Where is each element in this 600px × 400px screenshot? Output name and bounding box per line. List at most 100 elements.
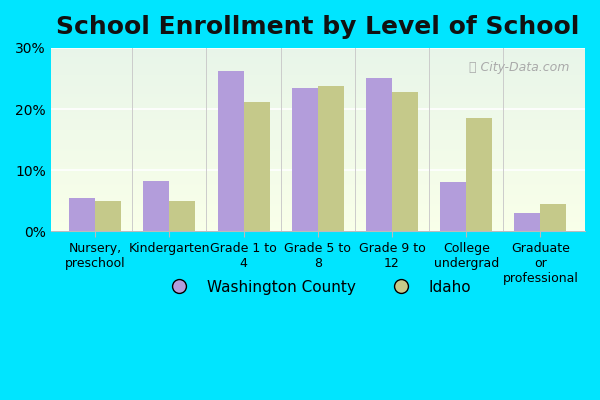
Bar — [50, 116, 585, 118]
Bar — [50, 48, 585, 50]
Bar — [292, 88, 318, 231]
Bar — [50, 72, 585, 74]
Bar — [50, 108, 585, 110]
Bar — [50, 217, 585, 218]
Bar — [50, 211, 585, 213]
Bar — [50, 62, 585, 64]
Bar — [50, 149, 585, 150]
Bar — [50, 230, 585, 231]
Bar — [50, 154, 585, 156]
Bar — [50, 88, 585, 90]
Bar — [541, 204, 566, 231]
Bar — [50, 215, 585, 217]
Bar — [50, 186, 585, 187]
Bar — [50, 202, 585, 204]
Bar — [95, 201, 121, 231]
Bar — [50, 90, 585, 92]
Bar — [50, 118, 585, 120]
Bar — [50, 132, 585, 134]
Bar — [50, 206, 585, 208]
Bar — [50, 191, 585, 193]
Bar — [50, 75, 585, 77]
Bar — [50, 55, 585, 57]
Bar — [50, 218, 585, 220]
Bar — [50, 134, 585, 136]
Bar — [50, 145, 585, 147]
Bar — [50, 105, 585, 106]
Bar — [50, 64, 585, 66]
Bar — [50, 200, 585, 202]
Bar — [50, 198, 585, 200]
Bar — [50, 68, 585, 70]
Bar — [50, 84, 585, 86]
Bar — [318, 86, 344, 231]
Bar — [50, 147, 585, 149]
Title: School Enrollment by Level of School: School Enrollment by Level of School — [56, 15, 580, 39]
Bar — [50, 178, 585, 180]
Bar — [50, 158, 585, 160]
Bar — [50, 128, 585, 130]
Bar — [50, 143, 585, 145]
Bar — [50, 213, 585, 215]
Bar — [50, 127, 585, 128]
Bar — [50, 187, 585, 189]
Bar — [50, 162, 585, 164]
Bar — [50, 59, 585, 61]
Bar — [50, 123, 585, 125]
Bar — [50, 120, 585, 121]
Bar — [50, 74, 585, 75]
Bar — [50, 209, 585, 211]
Bar — [50, 136, 585, 138]
Bar — [466, 118, 492, 231]
Bar — [50, 96, 585, 98]
Bar — [50, 226, 585, 228]
Bar — [50, 152, 585, 154]
Bar — [50, 156, 585, 158]
Bar — [440, 182, 466, 231]
Bar — [50, 61, 585, 62]
Bar — [244, 102, 269, 231]
Bar — [50, 57, 585, 59]
Bar — [50, 164, 585, 165]
Bar — [50, 182, 585, 184]
Bar — [50, 195, 585, 196]
Bar — [50, 180, 585, 182]
Bar — [50, 81, 585, 83]
Bar — [366, 78, 392, 231]
Bar — [50, 125, 585, 127]
Bar — [50, 121, 585, 123]
Bar — [69, 198, 95, 231]
Bar — [50, 66, 585, 68]
Bar — [50, 50, 585, 52]
Bar — [50, 222, 585, 224]
Bar — [50, 176, 585, 178]
Bar — [50, 52, 585, 53]
Bar — [50, 86, 585, 88]
Bar — [50, 101, 585, 103]
Bar — [50, 99, 585, 101]
Bar — [50, 193, 585, 195]
Bar — [50, 98, 585, 99]
Bar — [50, 94, 585, 96]
Bar — [50, 79, 585, 81]
Bar — [50, 174, 585, 176]
Bar — [50, 169, 585, 171]
Bar — [50, 196, 585, 198]
Bar — [50, 106, 585, 108]
Bar — [50, 228, 585, 230]
Bar — [50, 160, 585, 162]
Bar — [50, 112, 585, 114]
Bar — [50, 171, 585, 172]
Bar — [50, 142, 585, 143]
Bar — [50, 224, 585, 226]
Bar — [50, 110, 585, 112]
Bar — [50, 208, 585, 209]
Bar — [50, 53, 585, 55]
Bar — [392, 92, 418, 231]
Bar — [50, 138, 585, 140]
Bar — [50, 167, 585, 169]
Bar — [50, 114, 585, 116]
Legend: Washington County, Idaho: Washington County, Idaho — [158, 274, 478, 301]
Bar — [50, 172, 585, 174]
Bar — [50, 103, 585, 105]
